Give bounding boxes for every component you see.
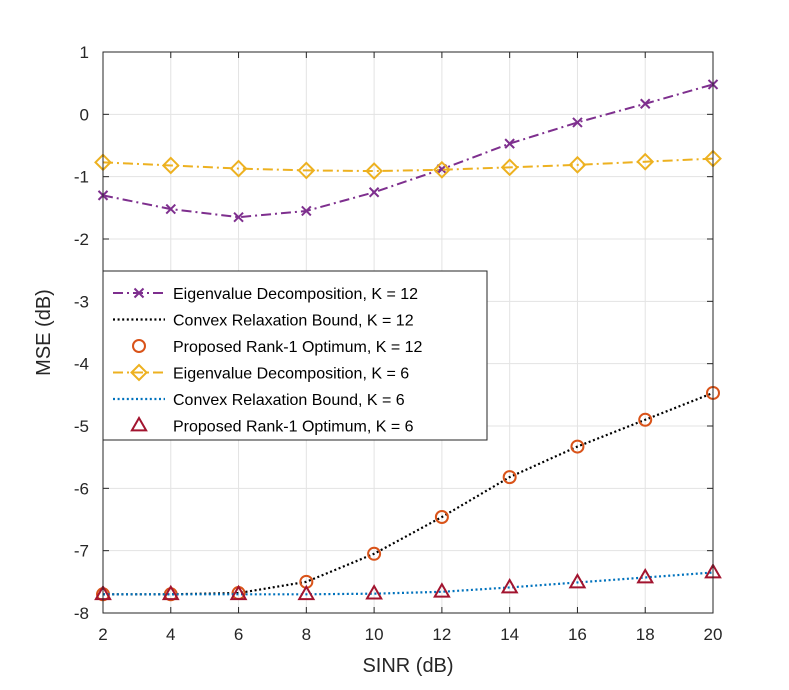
data-point — [500, 158, 519, 177]
series-0 — [97, 79, 719, 223]
series-line — [102, 157, 714, 173]
legend-entry-0: Eigenvalue Decomposition, K = 12 — [113, 286, 418, 303]
data-point — [301, 205, 312, 217]
data-point — [433, 582, 451, 598]
data-point — [161, 584, 180, 601]
marker-stroke — [301, 205, 312, 217]
legend-label: Convex Relaxation Bound, K = 6 — [173, 392, 405, 409]
legend-entry-2: Proposed Rank-1 Optimum, K = 12 — [132, 339, 423, 356]
x-tick-label: 16 — [568, 625, 587, 644]
data-point — [367, 546, 382, 561]
legend-label: Proposed Rank-1 Optimum, K = 6 — [173, 419, 414, 436]
legend-box — [102, 270, 488, 441]
y-tick-label: -1 — [74, 168, 89, 187]
data-point — [572, 117, 583, 128]
data-point — [229, 584, 248, 601]
y-tick-label: -6 — [74, 479, 89, 498]
data-point — [161, 156, 180, 175]
legend-label: Eigenvalue Decomposition, K = 6 — [173, 366, 409, 383]
data-point — [568, 155, 587, 174]
marker-stroke — [640, 98, 651, 109]
x-tick-label: 4 — [166, 625, 175, 644]
data-point — [229, 159, 248, 178]
marker-stroke — [133, 287, 145, 299]
marker-stroke — [504, 138, 515, 149]
legend-marker — [133, 287, 145, 299]
x-axis-label: SINR (dB) — [362, 655, 453, 677]
x-tick-label: 14 — [500, 625, 519, 644]
grid-lines — [102, 51, 714, 614]
y-tick-label: 1 — [80, 43, 89, 62]
x-tick-label: 12 — [432, 625, 451, 644]
data-point — [297, 584, 316, 601]
marker-stroke — [165, 203, 176, 215]
data-point — [568, 572, 587, 589]
series-line — [102, 83, 714, 219]
legend-entry-3: Eigenvalue Decomposition, K = 6 — [113, 363, 409, 383]
data-point — [504, 138, 515, 149]
data-point — [636, 567, 655, 584]
y-tick-label: -3 — [74, 292, 89, 311]
legend-label: Convex Relaxation Bound, K = 12 — [173, 313, 414, 330]
legend-entry-1: Convex Relaxation Bound, K = 12 — [113, 313, 414, 330]
y-tick-label: -4 — [74, 355, 89, 374]
y-tick-label: -5 — [74, 417, 89, 436]
y-tick-label: -8 — [74, 604, 89, 623]
x-tick-label: 2 — [98, 625, 107, 644]
y-tick-label: 0 — [80, 105, 89, 124]
x-tick-label: 6 — [234, 625, 243, 644]
data-point — [233, 211, 244, 223]
data-point — [502, 470, 517, 485]
series-line — [103, 571, 714, 596]
y-tick-label: -7 — [74, 542, 89, 561]
marker-stroke — [233, 211, 244, 223]
data-point — [365, 162, 384, 180]
data-point — [365, 584, 383, 600]
legend-entry-4: Convex Relaxation Bound, K = 6 — [113, 392, 405, 409]
legend-marker — [130, 415, 148, 432]
marker-stroke — [368, 187, 380, 198]
marker-stroke — [572, 117, 583, 128]
series-4 — [103, 571, 714, 596]
legend-marker — [130, 363, 148, 382]
legend-label: Proposed Rank-1 Optimum, K = 12 — [173, 339, 423, 356]
data-point — [165, 203, 176, 215]
x-tick-label: 8 — [302, 625, 311, 644]
x-tick-label: 20 — [704, 625, 723, 644]
data-point — [636, 152, 655, 171]
x-tick-label: 18 — [636, 625, 655, 644]
y-tick-label: -2 — [74, 230, 89, 249]
data-point — [297, 161, 316, 180]
data-point — [640, 98, 651, 109]
x-tick-label: 10 — [365, 625, 384, 644]
data-point — [434, 510, 449, 525]
data-point — [570, 439, 585, 454]
y-axis-label: MSE (dB) — [33, 289, 55, 376]
data-point — [432, 160, 451, 179]
legend-entry-5: Proposed Rank-1 Optimum, K = 6 — [130, 415, 414, 436]
legend-marker — [132, 339, 146, 353]
data-point — [368, 187, 380, 198]
data-point — [500, 577, 519, 594]
legend-label: Eigenvalue Decomposition, K = 12 — [173, 286, 418, 303]
legend: Eigenvalue Decomposition, K = 12 Convex R… — [102, 270, 488, 441]
data-point — [638, 412, 653, 427]
